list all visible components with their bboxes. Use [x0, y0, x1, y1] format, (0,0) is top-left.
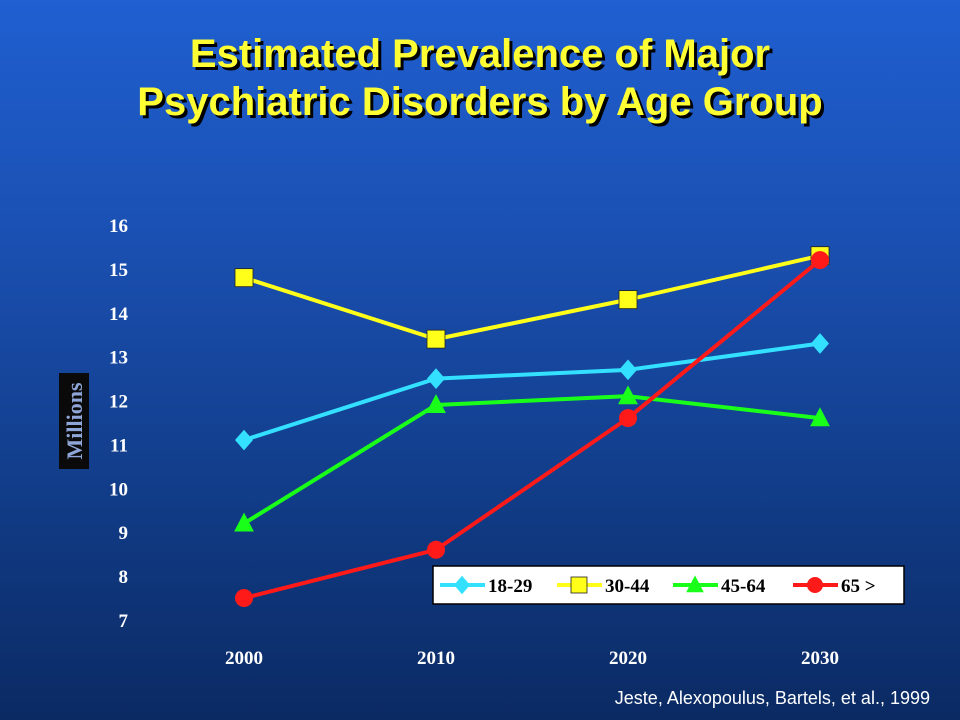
x-tick-label: 2020 [609, 648, 647, 669]
data-point [811, 251, 829, 270]
legend-swatch-marker [807, 577, 823, 593]
slide-title-line-2: Psychiatric Disorders by Age Group [137, 80, 823, 124]
data-point [618, 385, 638, 405]
data-point [427, 368, 445, 389]
series-line [243, 253, 821, 342]
series-line [243, 258, 822, 600]
y-tick-label: 13 [109, 348, 128, 369]
legend-label: 45-64 [721, 576, 766, 597]
data-point [426, 394, 446, 414]
data-point [811, 333, 829, 354]
y-tick-label: 12 [109, 392, 128, 413]
y-axis-label-box: Millions [59, 373, 89, 469]
slide-title-line-1: Estimated Prevalence of Major [189, 32, 771, 76]
x-axis-ticks: 2000 2010 2020 2030 [225, 648, 839, 669]
y-axis-label: Millions [59, 373, 89, 469]
legend-label: 65 > [841, 576, 876, 597]
y-tick-label: 11 [110, 435, 128, 456]
data-point [235, 589, 253, 608]
data-point [234, 512, 254, 532]
source-citation: Jeste, Alexopoulus, Bartels, et al., 199… [614, 688, 930, 708]
legend: 18-29 30-44 45-64 65 > [432, 565, 905, 605]
legend-entry: 30-44 [557, 576, 650, 597]
series-65 [235, 251, 829, 608]
data-point [619, 359, 637, 381]
y-axis-ticks: 16 15 14 13 12 11 10 9 8 7 [109, 216, 129, 632]
data-point [426, 329, 446, 349]
data-point [810, 407, 830, 427]
legend-entry: 18-29 [440, 575, 532, 597]
x-tick-label: 2000 [225, 648, 263, 669]
y-tick-label: 14 [109, 304, 129, 325]
legend-swatch-marker [454, 575, 470, 595]
y-tick-label: 7 [119, 611, 129, 632]
data-point [235, 429, 253, 451]
series-line [242, 394, 821, 526]
slide-title: Estimated Prevalence of Major Psychiatri… [0, 30, 960, 126]
y-tick-label: 9 [119, 523, 129, 544]
y-tick-label: 10 [109, 479, 128, 500]
y-tick-label: 15 [109, 260, 128, 281]
series-18-29 [235, 333, 829, 451]
x-tick-label: 2030 [801, 648, 839, 669]
series-45-64 [234, 385, 830, 532]
series-30-44 [234, 246, 830, 349]
data-point [619, 409, 637, 428]
data-point [618, 290, 638, 310]
y-tick-label: 8 [119, 567, 129, 588]
y-tick-label: 16 [109, 216, 128, 237]
data-point [427, 540, 445, 559]
y-axis-label-background [59, 373, 89, 469]
legend-swatch-marker [686, 575, 704, 593]
legend-label: 18-29 [488, 576, 532, 597]
legend-swatch-marker [570, 576, 588, 594]
legend-entry: 45-64 [673, 575, 766, 597]
series-layer [234, 246, 830, 608]
data-point [234, 268, 254, 288]
legend-entry: 65 > [793, 576, 876, 597]
x-tick-label: 2010 [417, 648, 455, 669]
y-axis-label-text: Millions [62, 382, 87, 459]
series-line [243, 341, 821, 442]
legend-label: 30-44 [605, 576, 650, 597]
